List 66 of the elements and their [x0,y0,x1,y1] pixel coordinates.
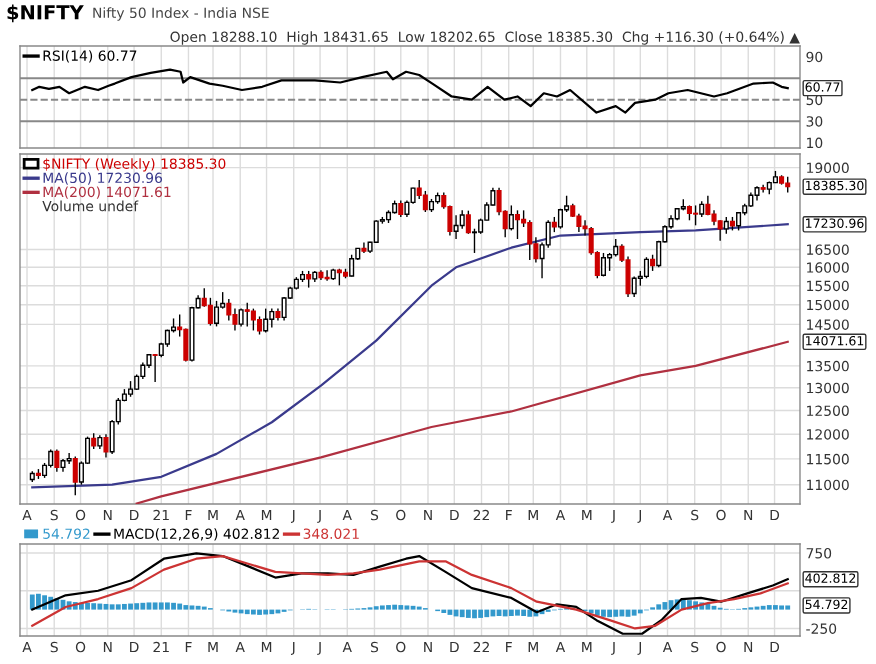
bar [85,602,90,610]
candlestick [54,448,60,473]
bar [164,602,170,610]
chart-title: $NIFTY [7,4,84,23]
bar [613,609,619,617]
bar [508,609,514,617]
bar [662,602,668,610]
candlestick [250,307,256,332]
candlestick [66,452,72,465]
bar [177,603,183,610]
bar [502,609,508,617]
bar [257,609,262,615]
bar [392,604,398,610]
candlestick [453,214,459,240]
bar [521,609,527,617]
candlestick [256,315,263,336]
candlestick [269,307,275,329]
bar [115,604,121,610]
bar [656,604,662,610]
candlestick [631,275,637,298]
bar [134,603,140,610]
line-series [31,223,789,489]
bar [527,609,533,617]
bar [263,609,269,615]
candlestick [324,269,330,282]
bar [146,602,152,610]
bar [109,604,115,610]
candlestick [576,212,582,233]
bar [269,609,275,615]
bar [465,609,471,618]
candlestick [373,219,379,244]
candlestick [693,204,699,227]
candlestick [643,256,649,279]
bar [515,609,520,616]
line-series [135,340,789,504]
line-series [31,68,789,114]
bar [244,609,250,615]
candlestick [232,307,238,332]
candlestick [349,254,355,278]
bar [128,603,133,610]
bar [705,603,711,610]
bar [152,602,158,610]
bar [607,609,613,618]
bar [601,609,606,617]
candlestick [508,204,514,232]
bar [122,603,127,610]
bar [140,602,146,610]
bar [459,609,465,618]
candlestick [213,300,220,328]
bar [171,602,176,610]
bar [250,609,256,615]
bar [478,609,484,618]
bar [29,594,35,610]
bar [91,603,97,610]
candlestick [226,298,232,322]
bar [97,603,103,610]
candlestick [263,307,269,334]
bar [472,609,477,619]
candlestick [361,241,367,254]
bar [619,609,625,617]
candlestick [514,209,521,240]
bar [158,602,164,610]
bar [631,609,637,616]
candlestick [244,302,250,328]
bar [484,609,490,618]
candlestick [72,455,78,497]
